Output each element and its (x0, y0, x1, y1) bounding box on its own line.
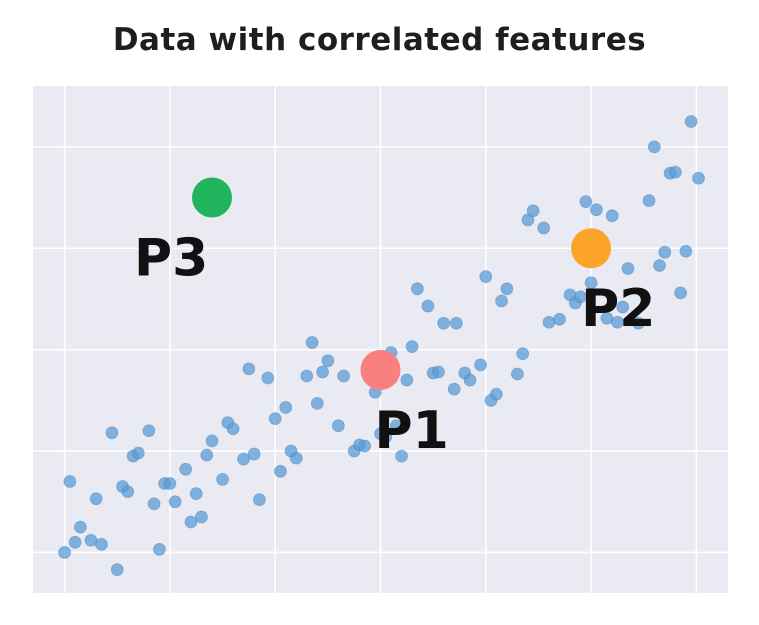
scatter-point (516, 347, 530, 361)
scatter-point (289, 451, 303, 465)
scatter-point (300, 369, 314, 383)
scatter-point (410, 282, 424, 296)
scatter-point (305, 336, 319, 349)
scatter-point (668, 165, 682, 179)
scatter-point (553, 312, 566, 326)
scatter-point (584, 276, 598, 290)
scatter-point (510, 367, 524, 381)
annotation-p2: P2 (581, 279, 655, 339)
scatter-point (316, 365, 329, 379)
scatter-point (432, 365, 445, 379)
scatter-point (405, 340, 419, 353)
chart-title: Data with correlated features (112, 22, 647, 58)
scatter-point (358, 439, 372, 453)
scatter-point (684, 115, 698, 128)
scatter-point (658, 245, 672, 259)
scatter-point (261, 371, 275, 385)
scatter-point (379, 430, 393, 444)
scatter-point (279, 401, 293, 414)
scatter-point (242, 362, 256, 376)
scatter-point (168, 495, 182, 509)
grid-lines (33, 86, 728, 593)
scatter-point (63, 475, 77, 488)
scatter-point (632, 316, 645, 330)
scatter-point (500, 282, 514, 296)
scatter-point (310, 396, 324, 410)
scatter-point (674, 286, 688, 300)
scatter-point (526, 204, 540, 218)
scatter-point (479, 270, 493, 284)
annotation-p3: P3 (134, 229, 208, 289)
scatter-point (542, 315, 556, 329)
scatter-point (474, 358, 487, 372)
scatter-point (579, 195, 593, 208)
scatter-point (253, 493, 266, 507)
scatter-point (389, 419, 403, 433)
scatter-point (73, 520, 87, 534)
scatter-point (489, 387, 503, 401)
scatter-point (537, 221, 551, 235)
scatter-point (268, 412, 282, 425)
scatter-point (184, 515, 198, 529)
scatter-point (121, 485, 135, 499)
scatter-point (447, 382, 461, 396)
scatter-point (195, 510, 208, 524)
scatter-point (647, 140, 661, 154)
scatter-point (142, 424, 156, 438)
scatter-point (395, 449, 408, 463)
scatter-point (274, 464, 287, 478)
scatter-point (605, 209, 619, 223)
data-points (58, 115, 705, 577)
scatter-point (200, 448, 214, 462)
highlight-point-p1 (360, 349, 401, 390)
scatter-point (105, 426, 119, 440)
scatter-point (110, 563, 124, 577)
scatter-point (449, 316, 463, 330)
scatter-point (237, 452, 251, 466)
scatter-point (331, 419, 345, 433)
scatter-point (147, 497, 161, 511)
scatter-point (58, 546, 71, 559)
scatter-point (179, 462, 193, 476)
scatter-point (421, 299, 435, 313)
scatter-point (653, 259, 666, 272)
highlight-point-p2 (571, 228, 612, 269)
scatter-point (205, 434, 219, 448)
highlight-point-p3 (192, 177, 233, 218)
scatter-point (321, 354, 335, 368)
scatter-point (216, 473, 229, 486)
scatter-point (616, 300, 630, 314)
scatter-point (495, 294, 508, 308)
scatter-point (621, 262, 635, 275)
scatter-point (574, 290, 587, 304)
annotation-p1: P1 (375, 401, 449, 461)
highlight-points: P1 P2 P3 (134, 177, 655, 461)
scatter-point (589, 203, 603, 217)
scatter-point (437, 316, 451, 330)
scatter-point (679, 244, 693, 258)
scatter-point (68, 535, 82, 549)
scatter-point (89, 492, 103, 506)
scatter-point (692, 171, 705, 185)
scatter-point (642, 194, 656, 207)
scatter-point (189, 487, 203, 501)
scatter-point (226, 422, 240, 436)
scatter-point (131, 446, 145, 460)
scatter-point (611, 315, 624, 329)
scatter-point (400, 373, 414, 387)
scatter-point (152, 542, 166, 556)
scatter-point (163, 477, 177, 490)
scatter-point (463, 373, 477, 387)
scatter-point (247, 447, 261, 461)
scatter-point (337, 369, 351, 383)
scatter-point (95, 537, 108, 551)
